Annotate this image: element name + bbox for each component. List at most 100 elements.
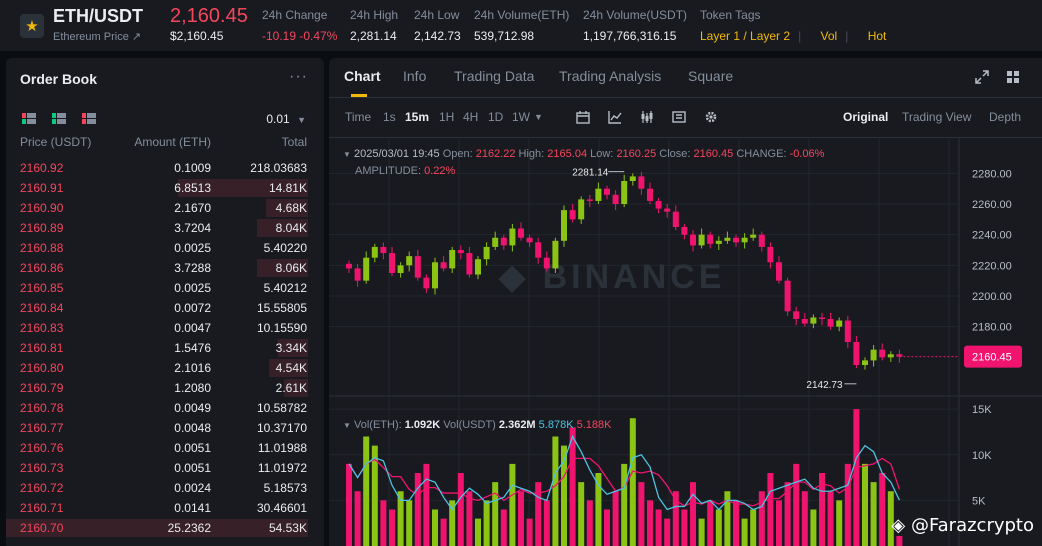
order-book-row[interactable]: 2160.77 0.0048 10.37170 xyxy=(6,418,324,438)
order-book-row[interactable]: 2160.88 0.0025 5.40220 xyxy=(6,238,324,258)
order-book-row[interactable]: 2160.89 3.7204 8.04K xyxy=(6,218,324,238)
order-book-row[interactable]: 2160.76 0.0051 11.01988 xyxy=(6,438,324,458)
ask-total: 10.37170 xyxy=(256,421,307,435)
order-book-row[interactable]: 2160.72 0.0024 5.18573 xyxy=(6,478,324,498)
ask-price: 2160.71 xyxy=(20,501,64,515)
order-book-row[interactable]: 2160.92 0.1009 218.03683 xyxy=(6,158,324,178)
order-book-view-toggles xyxy=(22,113,96,124)
order-book-row[interactable]: 2160.86 3.7288 8.06K xyxy=(6,258,324,278)
ask-total: 11.01972 xyxy=(257,461,307,475)
collapse-chevron-icon[interactable]: ▼ xyxy=(343,150,351,159)
ask-total: 15.55805 xyxy=(256,301,307,315)
order-book-row[interactable]: 2160.83 0.0047 10.15590 xyxy=(6,318,324,338)
volume-legend: ▼ Vol(ETH): 1.092K Vol(USDT) 2.362M 5.87… xyxy=(343,419,611,431)
order-book-row[interactable]: 2160.70 25.2362 54.53K xyxy=(6,518,324,538)
candle-body xyxy=(346,263,352,269)
ask-amount: 0.0025 xyxy=(174,281,211,295)
precision-select[interactable]: 0.01 ▼ xyxy=(266,112,306,126)
book-both-sides-icon[interactable] xyxy=(22,113,36,124)
depth-bar xyxy=(265,199,308,217)
book-buy-side-icon[interactable] xyxy=(52,113,66,124)
order-book-row[interactable]: 2160.84 0.0072 15.55805 xyxy=(6,298,324,318)
candle-body xyxy=(793,311,800,319)
order-book-row[interactable]: 2160.73 0.0051 11.01972 xyxy=(6,458,324,478)
candle-body xyxy=(879,349,886,358)
order-book-row[interactable]: 2160.91 6.8513 14.81K xyxy=(6,178,324,198)
ask-price: 2160.81 xyxy=(20,341,64,355)
candle-body xyxy=(414,256,421,278)
view-depth[interactable]: Depth xyxy=(989,110,1022,124)
tab-square[interactable]: Square xyxy=(688,68,734,84)
favorite-star-icon[interactable]: ★ xyxy=(20,14,44,38)
candle-body xyxy=(354,268,361,281)
ask-price: 2160.84 xyxy=(20,301,64,315)
tab-info[interactable]: Info xyxy=(403,68,427,84)
tab-chart[interactable]: Chart xyxy=(344,68,381,84)
gear-icon[interactable] xyxy=(704,110,718,124)
view-trading-view[interactable]: Trading View xyxy=(902,110,972,124)
tag-hot[interactable]: Hot xyxy=(867,29,887,43)
tag-layer[interactable]: Layer 1 / Layer 2 xyxy=(700,29,791,43)
tag-vol[interactable]: Vol xyxy=(820,29,838,43)
view-original[interactable]: Original xyxy=(843,110,889,124)
interval-1h[interactable]: 1H xyxy=(439,110,455,124)
ask-amount: 0.0047 xyxy=(174,321,211,335)
ohlc-legend: ▼ 2025/03/01 19:45 Open: 2162.22 High: 2… xyxy=(343,146,824,179)
layout-grid-icon[interactable] xyxy=(1006,70,1020,84)
candle-body xyxy=(586,199,593,201)
price-tick-label: 2220.00 xyxy=(972,260,1012,272)
open-value: 2162.22 xyxy=(475,148,516,160)
chart-settings-panel-icon[interactable] xyxy=(672,110,686,124)
more-options-icon[interactable]: ··· xyxy=(289,68,308,85)
order-book-row[interactable]: 2160.80 2.1016 4.54K xyxy=(6,358,324,378)
volume-bar xyxy=(612,491,619,546)
last-price: 2,160.45 xyxy=(170,5,248,27)
volume-bar xyxy=(535,482,542,546)
low-marker-label: 2142.73 xyxy=(806,380,843,391)
interval-1w[interactable]: 1W xyxy=(512,110,530,124)
interval-1s[interactable]: 1s xyxy=(383,110,396,124)
candlestick-chart[interactable]: 2280.00 2260.00 2240.00 2220.00 2200.00 2180.… xyxy=(329,138,1042,546)
candle-body xyxy=(552,240,559,269)
volume-bar xyxy=(483,500,490,546)
order-book-row[interactable]: 2160.85 0.0025 5.40212 xyxy=(6,278,324,298)
candle-body xyxy=(870,349,877,361)
tab-trading-data[interactable]: Trading Data xyxy=(454,68,535,84)
interval-1d[interactable]: 1D xyxy=(488,110,504,124)
interval-more-chevron-icon[interactable]: ▼ xyxy=(534,112,543,122)
candle-body xyxy=(457,250,464,254)
stat-value: 539,712.98 xyxy=(474,29,535,43)
volume-bar xyxy=(371,445,378,546)
binance-watermark: ◆ BINANCE xyxy=(498,258,726,296)
pair-subtitle-link[interactable]: Ethereum Price ↗ xyxy=(53,31,142,43)
pair-symbol[interactable]: ETH/USDT xyxy=(53,6,143,26)
order-book-row[interactable]: 2160.79 1.2080 2.61K xyxy=(6,378,324,398)
ask-amount: 0.0051 xyxy=(174,441,211,455)
candle-body xyxy=(595,188,602,201)
volume-tick-label: 5K xyxy=(972,495,986,507)
interval-15m[interactable]: 15m xyxy=(405,110,430,124)
tab-trading-analysis[interactable]: Trading Analysis xyxy=(559,68,662,84)
high-value: 2165.04 xyxy=(547,148,588,160)
chart-canvas[interactable]: 2280.00 2260.00 2240.00 2220.00 2200.00 2180.… xyxy=(329,138,1042,546)
candle-body xyxy=(862,360,868,365)
calendar-icon[interactable] xyxy=(576,110,590,124)
candle-body xyxy=(698,234,705,246)
ask-total: 4.54K xyxy=(275,361,307,375)
ask-price: 2160.85 xyxy=(20,281,64,295)
book-sell-side-icon[interactable] xyxy=(82,113,96,124)
candle-body xyxy=(535,242,542,258)
indicators-icon[interactable] xyxy=(608,110,622,124)
ask-price: 2160.77 xyxy=(20,421,64,435)
interval-4h[interactable]: 4H xyxy=(463,110,479,124)
collapse-chevron-icon[interactable]: ▼ xyxy=(343,421,351,430)
order-book-row[interactable]: 2160.90 2.1670 4.68K xyxy=(6,198,324,218)
order-book-row[interactable]: 2160.78 0.0049 10.58782 xyxy=(6,398,324,418)
volume-bar xyxy=(638,482,645,546)
order-book-row[interactable]: 2160.81 1.5476 3.34K xyxy=(6,338,324,358)
volume-bar xyxy=(810,509,817,546)
ask-total: 3.34K xyxy=(275,341,307,355)
expand-icon[interactable] xyxy=(975,70,989,84)
candle-type-icon[interactable] xyxy=(640,110,654,124)
order-book-row[interactable]: 2160.71 0.0141 30.46601 xyxy=(6,498,324,518)
